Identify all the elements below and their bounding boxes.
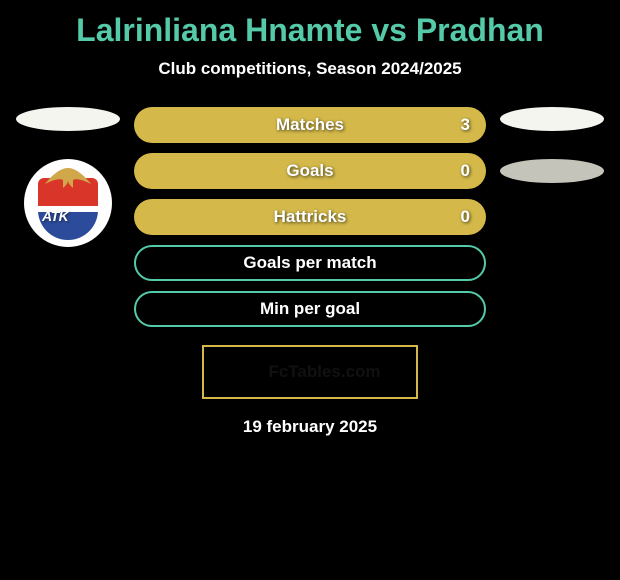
bar [259,363,262,381]
eagle-icon [41,166,95,194]
player-silhouette-left [16,107,120,131]
stat-label: Goals [286,161,333,181]
stat-label: Matches [276,115,344,135]
stat-row-hattricks: Hattricks 0 [134,199,486,235]
title-text: Lalrinliana Hnamte vs Pradhan [76,12,544,48]
stat-row-min-per-goal: Min per goal [134,291,486,327]
bar [239,375,242,381]
stat-value: 0 [461,161,470,181]
chart-bars-icon [239,363,262,381]
stat-value: 3 [461,115,470,135]
bar [244,371,247,381]
watermark-text: FcTables.com [268,362,380,382]
stat-value: 0 [461,207,470,227]
comparison-title: Lalrinliana Hnamte vs Pradhan [0,0,620,49]
bar [254,367,257,381]
stat-row-goals-per-match: Goals per match [134,245,486,281]
bar [249,373,252,381]
content-row: ATK Matches 3 Goals 0 Hattricks 0 Goals … [0,107,620,327]
stat-label: Min per goal [260,299,360,319]
left-player-column: ATK [8,107,128,327]
right-player-column [492,107,612,327]
badge-graphic: ATK [33,168,103,238]
stat-label: Goals per match [243,253,376,273]
subtitle: Club competitions, Season 2024/2025 [0,59,620,79]
stat-label: Hattricks [274,207,347,227]
club-badge-left: ATK [24,159,112,247]
stat-row-goals: Goals 0 [134,153,486,189]
stat-row-matches: Matches 3 [134,107,486,143]
badge-text: ATK [42,208,68,224]
stats-column: Matches 3 Goals 0 Hattricks 0 Goals per … [128,107,492,327]
club-placeholder-right [500,159,604,183]
watermark: FcTables.com [202,345,418,399]
date: 19 february 2025 [0,417,620,437]
player-silhouette-right [500,107,604,131]
